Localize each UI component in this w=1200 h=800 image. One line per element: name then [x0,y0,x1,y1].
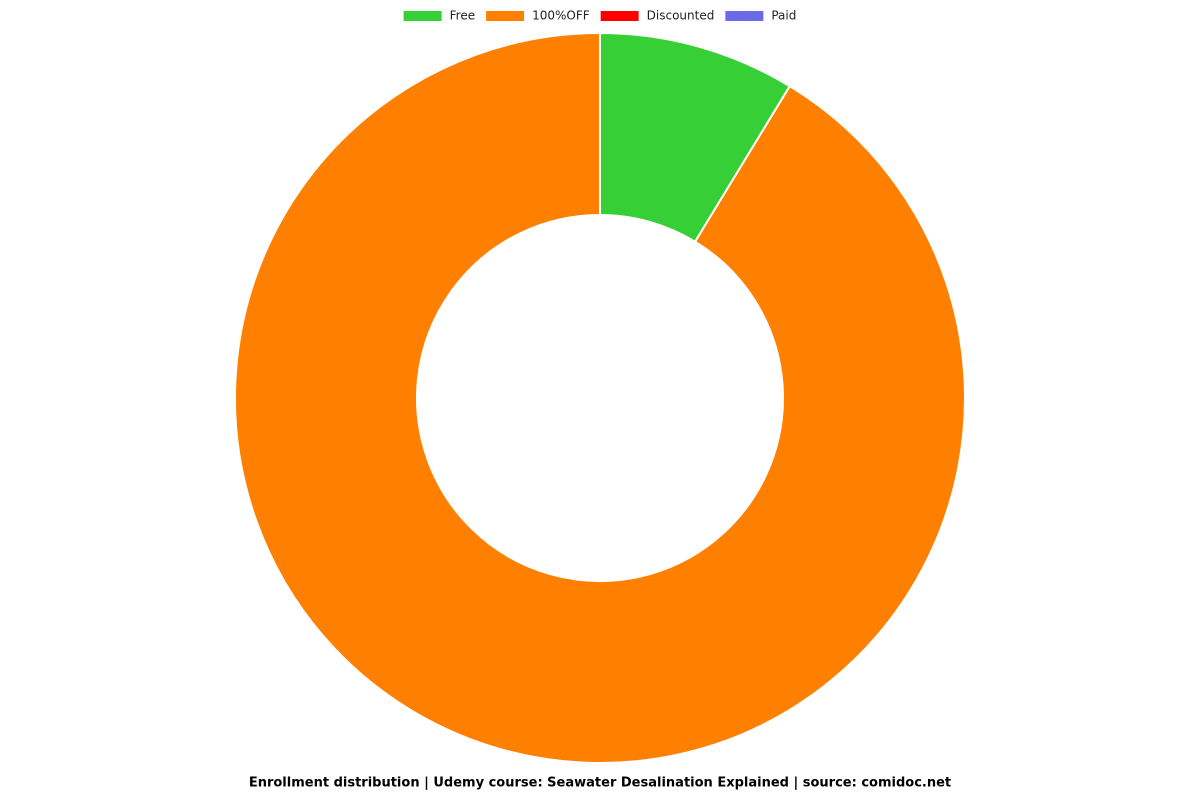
legend-swatch [725,11,764,21]
slice [234,31,966,764]
chart-title: Enrollment distribution | Udemy course: … [249,776,951,791]
legend-label: 100%OFF [532,9,590,23]
doughnut [234,31,966,764]
legend-swatch [486,11,525,21]
legend-item: Discounted [600,9,715,23]
legend-swatch [403,11,442,21]
legend-label: Free [450,9,475,23]
legend-label: Paid [771,9,796,23]
legend: Free 100%OFF Discounted Paid [403,9,796,23]
legend-item: Free [403,9,475,23]
legend-swatch [600,11,639,21]
legend-item: 100%OFF [486,9,590,23]
legend-item: Paid [725,9,796,23]
legend-label: Discounted [647,9,715,23]
